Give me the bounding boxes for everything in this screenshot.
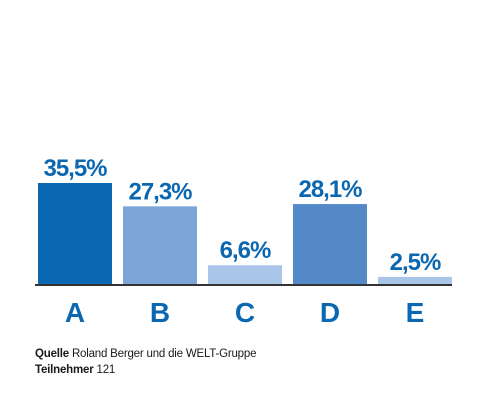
source-text: Roland Berger und die WELT-Gruppe: [68, 348, 257, 360]
category-label-e: E: [406, 297, 425, 328]
bar-c: [208, 265, 282, 284]
value-label-b: 27,3%: [128, 178, 192, 205]
source-note: Quelle Roland Berger und die WELT-Gruppe…: [35, 346, 256, 378]
category-label-c: C: [235, 297, 255, 328]
participants-line: Teilnehmer 121: [35, 362, 256, 378]
value-label-d: 28,1%: [298, 176, 362, 203]
value-label-c: 6,6%: [220, 237, 271, 264]
category-labels-group: A B C D E: [65, 297, 424, 328]
bar-a: [38, 183, 112, 284]
source-label: Quelle: [35, 348, 69, 360]
category-label-a: A: [65, 297, 85, 328]
participants-label: Teilnehmer: [35, 364, 94, 376]
bar-b: [123, 206, 197, 284]
bars-group: [38, 183, 452, 284]
value-labels-group: 35,5% 27,3% 6,6% 28,1% 2,5%: [43, 155, 442, 276]
bar-e: [378, 276, 452, 284]
category-label-d: D: [320, 297, 340, 328]
value-label-e: 2,5%: [390, 249, 441, 276]
category-label-b: B: [150, 297, 170, 328]
participants-text: 121: [93, 364, 116, 376]
value-label-a: 35,5%: [43, 155, 107, 182]
bar-d: [293, 204, 367, 284]
source-line: Quelle Roland Berger und die WELT-Gruppe: [35, 346, 256, 362]
